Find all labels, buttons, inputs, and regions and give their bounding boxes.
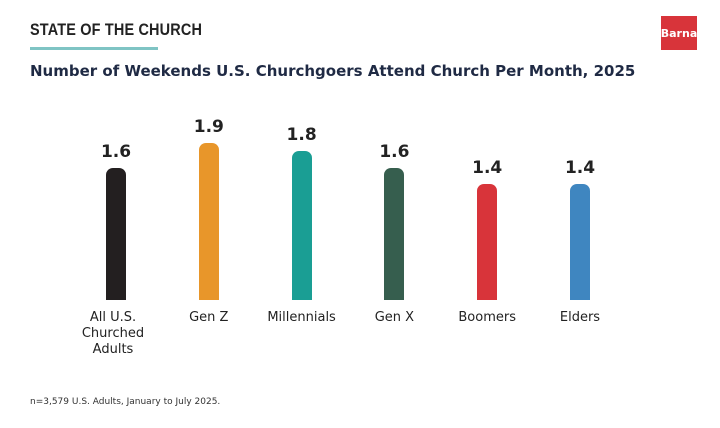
x-tick-label: Millennials [267,310,336,325]
bar [477,184,498,300]
x-tick-label: Boomers [458,310,516,325]
bar [384,167,405,300]
logo: Barna [661,16,697,50]
bar [106,167,126,300]
value-label: 1.6 [100,141,132,162]
value-label: 1.4 [564,158,596,179]
bar [291,151,312,300]
x-tick-label: All U.S. Churched Adults [81,310,145,357]
bar [198,143,219,300]
bar [570,184,590,300]
value-label: 1.9 [193,117,224,137]
x-tick-label: Gen Z [189,310,229,325]
value-label: 1.8 [286,125,317,146]
value-label: 1.4 [472,158,503,179]
x-tick-label: Gen X [374,310,415,325]
brand-title: STATE OF THE CHURCH [30,20,203,39]
brand-rule [30,47,158,50]
value-label: 1.6 [379,141,410,162]
footnote: n=3,579 U.S. Adults, January to July 202… [30,397,221,407]
chart-title: Number of Weekends U.S. Churchgoers Atte… [30,62,636,80]
x-tick-label: Elders [559,310,601,325]
